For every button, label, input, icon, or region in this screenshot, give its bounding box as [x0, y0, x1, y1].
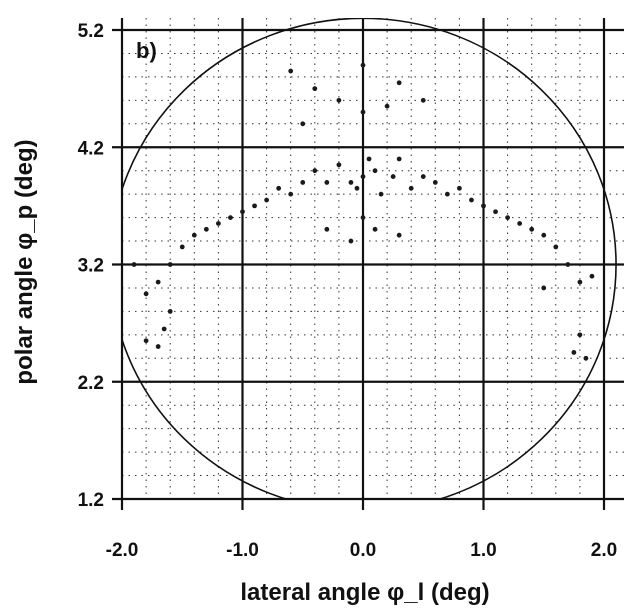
data-point	[360, 174, 366, 179]
data-point	[529, 226, 535, 232]
x-axis-label: lateral angle φ_l (deg)	[240, 579, 489, 606]
data-point	[583, 355, 589, 361]
data-point	[372, 226, 378, 232]
data-point	[240, 209, 245, 215]
data-point	[131, 262, 137, 267]
data-point	[517, 221, 523, 226]
data-point	[252, 203, 257, 209]
data-point	[324, 226, 330, 232]
data-point	[324, 180, 330, 185]
data-point	[348, 180, 354, 185]
data-point	[493, 209, 498, 215]
data-point	[396, 232, 402, 238]
data-point	[553, 244, 559, 250]
x-tick-label: 2.0	[591, 540, 617, 561]
data-point	[167, 262, 173, 267]
data-point	[420, 174, 426, 179]
data-point	[348, 238, 354, 244]
data-point	[481, 203, 486, 209]
y-tick-label: 4.2	[78, 138, 104, 159]
data-point	[228, 215, 233, 221]
data-point	[444, 191, 450, 197]
panel-label: b)	[136, 38, 157, 63]
data-point	[457, 185, 462, 191]
data-point	[589, 273, 595, 279]
data-point	[408, 185, 414, 191]
data-point	[288, 191, 294, 197]
data-point	[336, 97, 342, 103]
data-point	[505, 215, 510, 221]
x-tick-label: -2.0	[106, 540, 139, 561]
y-tick-label: 5.2	[78, 21, 104, 42]
data-point	[336, 162, 342, 168]
data-point	[300, 121, 306, 127]
data-point	[541, 285, 547, 291]
circle-layer	[122, 18, 617, 500]
data-point	[276, 185, 282, 191]
data-point	[396, 156, 402, 162]
major-grid	[112, 18, 624, 510]
data-point	[390, 174, 396, 179]
x-tick-label: 0.0	[350, 540, 376, 561]
y-axis-label: polar angle φ_p (deg)	[11, 139, 38, 384]
data-point	[360, 109, 366, 115]
data-point	[216, 221, 221, 226]
acceptance-circle	[122, 18, 617, 500]
data-point	[191, 232, 197, 238]
data-point	[360, 62, 366, 68]
data-point	[384, 103, 390, 109]
data-point	[288, 68, 294, 74]
y-tick-label: 3.2	[78, 256, 104, 277]
data-point	[143, 338, 149, 344]
data-point	[155, 279, 161, 285]
data-point	[577, 332, 583, 338]
data-point	[541, 232, 547, 238]
data-point	[372, 168, 378, 174]
data-point	[203, 226, 209, 232]
data-point	[354, 185, 360, 191]
data-point	[378, 191, 384, 197]
x-tick-label: -1.0	[226, 540, 259, 561]
y-tick-label: 1.2	[78, 490, 104, 511]
minor-grid	[122, 18, 624, 500]
data-point	[396, 80, 402, 86]
data-point	[264, 197, 269, 203]
data-point	[312, 168, 318, 174]
x-tick-label: 1.0	[470, 540, 496, 561]
points-layer	[131, 62, 595, 361]
data-point	[167, 309, 173, 314]
data-point	[155, 344, 161, 349]
data-point	[161, 326, 167, 332]
data-point	[469, 197, 474, 203]
data-point	[577, 279, 583, 285]
data-point	[360, 215, 366, 221]
data-point	[571, 350, 577, 355]
y-tick-label: 2.2	[78, 373, 104, 394]
data-point	[300, 180, 306, 185]
data-point	[420, 97, 426, 103]
data-point	[565, 262, 571, 267]
data-point	[432, 180, 438, 185]
data-point	[179, 244, 185, 250]
data-point	[143, 291, 149, 297]
data-point	[366, 156, 372, 162]
ticks-layer: -2.0 -1.0 0.0 1.0 2.0 1.2 2.2 3.2 4.2 5.2	[78, 21, 618, 561]
data-point	[312, 86, 318, 92]
